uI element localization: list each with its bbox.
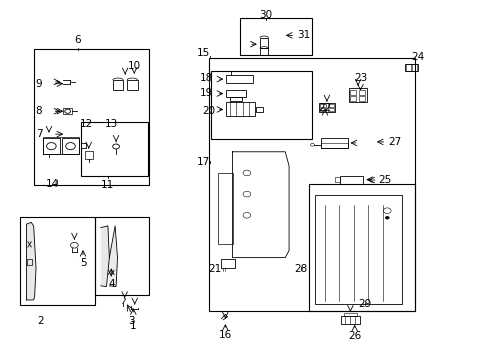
- Bar: [334, 177, 340, 182]
- Bar: [81, 143, 86, 148]
- Bar: [404, 64, 418, 71]
- Text: 21: 21: [208, 264, 221, 274]
- Bar: [358, 90, 364, 95]
- Bar: [321, 138, 347, 148]
- Text: 27: 27: [387, 137, 401, 147]
- Bar: [319, 103, 334, 112]
- Text: 26: 26: [347, 331, 361, 341]
- Bar: [348, 87, 366, 102]
- Text: 6: 6: [74, 35, 81, 45]
- Bar: [239, 18, 311, 55]
- Text: 13: 13: [104, 118, 118, 129]
- Text: 22: 22: [318, 103, 331, 113]
- Bar: [226, 90, 246, 97]
- Bar: [34, 49, 148, 185]
- Text: 1: 1: [130, 321, 136, 331]
- Text: 5: 5: [80, 258, 86, 268]
- Bar: [230, 97, 242, 101]
- Text: 8: 8: [36, 106, 42, 116]
- Text: 2: 2: [38, 316, 44, 326]
- Text: 24: 24: [410, 51, 424, 62]
- Bar: [256, 107, 263, 112]
- Text: 18: 18: [200, 73, 213, 83]
- Circle shape: [385, 216, 388, 219]
- Text: 4: 4: [108, 279, 114, 289]
- Bar: [411, 64, 416, 71]
- Text: 10: 10: [127, 61, 141, 71]
- Bar: [308, 184, 414, 311]
- Text: 12: 12: [80, 118, 93, 129]
- Text: 17: 17: [196, 157, 209, 167]
- Text: 19: 19: [200, 88, 213, 98]
- Polygon shape: [26, 222, 36, 300]
- Text: 29: 29: [358, 299, 371, 309]
- Bar: [112, 80, 123, 90]
- Text: 11: 11: [101, 180, 114, 190]
- Text: 30: 30: [259, 10, 272, 20]
- Bar: [218, 173, 232, 243]
- Bar: [95, 217, 148, 294]
- Text: 25: 25: [378, 175, 391, 185]
- Bar: [20, 217, 95, 305]
- Bar: [320, 108, 325, 111]
- Text: 28: 28: [294, 264, 307, 274]
- Bar: [405, 64, 410, 71]
- Text: 9: 9: [36, 79, 42, 89]
- Bar: [226, 102, 255, 117]
- Bar: [315, 195, 401, 304]
- Text: 7: 7: [36, 129, 42, 139]
- Bar: [350, 96, 355, 101]
- Bar: [327, 108, 333, 111]
- Bar: [63, 108, 72, 114]
- Text: 16: 16: [218, 330, 231, 340]
- Bar: [62, 138, 79, 154]
- Bar: [81, 122, 147, 176]
- Text: 14: 14: [46, 179, 60, 189]
- Bar: [43, 137, 79, 154]
- Bar: [210, 71, 311, 139]
- Polygon shape: [101, 226, 109, 287]
- Polygon shape: [109, 226, 117, 287]
- Text: 3: 3: [128, 316, 135, 326]
- Bar: [350, 90, 355, 95]
- Bar: [358, 96, 364, 101]
- Bar: [220, 259, 234, 268]
- Bar: [321, 143, 347, 148]
- Bar: [127, 80, 137, 90]
- Bar: [208, 58, 414, 311]
- Bar: [259, 38, 268, 48]
- Text: 15: 15: [196, 48, 209, 58]
- Bar: [85, 151, 92, 159]
- Bar: [341, 316, 359, 324]
- Bar: [259, 48, 268, 55]
- Text: 31: 31: [297, 30, 310, 40]
- Text: 23: 23: [353, 73, 366, 83]
- Bar: [327, 104, 333, 107]
- Bar: [43, 138, 60, 154]
- Bar: [340, 176, 363, 184]
- Bar: [344, 312, 356, 316]
- Bar: [320, 104, 325, 107]
- Bar: [226, 75, 252, 83]
- Text: 20: 20: [202, 106, 215, 116]
- Bar: [27, 259, 32, 265]
